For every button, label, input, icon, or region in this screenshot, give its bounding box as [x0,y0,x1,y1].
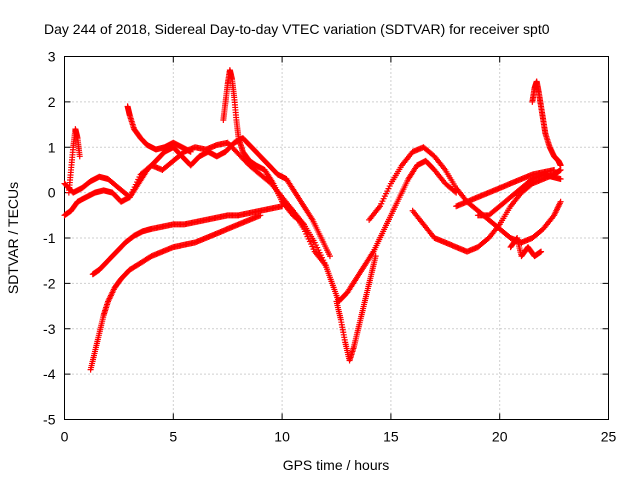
data-point [372,253,379,260]
x-tick-label: 25 [601,429,617,445]
data-point [557,176,564,183]
data-point [187,148,194,155]
series-satellite-track-11 [474,171,564,219]
series-satellite-track-2 [61,135,333,260]
series-satellite-track-5 [124,103,194,155]
y-tick-label: 0 [48,185,56,201]
series-satellite-track-3 [87,212,264,373]
data-point [557,198,564,205]
y-tick-label: 3 [48,49,56,65]
y-tick-label: -1 [43,230,56,246]
series-satellite-track-10 [409,166,564,255]
series-satellite-track-15 [507,235,545,260]
y-tick-label: -5 [43,412,56,428]
series-satellite-track-8 [333,253,379,364]
y-tick-label: -2 [43,275,56,291]
series-satellite-track-14 [65,126,83,196]
y-axis: -5 -4 -3 -2 -1 0 1 2 3 [43,49,609,428]
data-point [557,162,564,169]
x-axis: 0 5 10 15 20 25 [61,56,617,445]
series-satellite-track-9 [366,144,564,246]
data-points [61,67,564,373]
x-tick-label: 10 [274,429,290,445]
y-tick-label: -3 [43,321,56,337]
y-tick-label: 2 [48,94,56,110]
chart-title: Day 244 of 2018, Sidereal Day-to-day VTE… [44,21,550,37]
series-satellite-track-13 [453,166,558,210]
grid [64,56,609,420]
x-tick-label: 0 [61,429,69,445]
y-axis-label: SDTVAR / TECUs [5,182,21,294]
series-satellite-track-7 [279,157,460,305]
data-point [326,253,333,260]
x-axis-label: GPS time / hours [283,457,390,473]
series-satellite-track-4 [89,203,286,278]
y-tick-label: 1 [48,139,56,155]
data-point [76,153,83,160]
series-satellite-track-6 [220,67,307,228]
data-point [538,248,545,255]
data-point [551,166,558,173]
x-tick-label: 5 [169,429,177,445]
x-tick-label: 15 [383,429,399,445]
y-tick-label: -4 [43,366,56,382]
x-tick-label: 20 [492,429,508,445]
series-satellite-track-12 [529,78,564,169]
data-point [513,236,520,243]
